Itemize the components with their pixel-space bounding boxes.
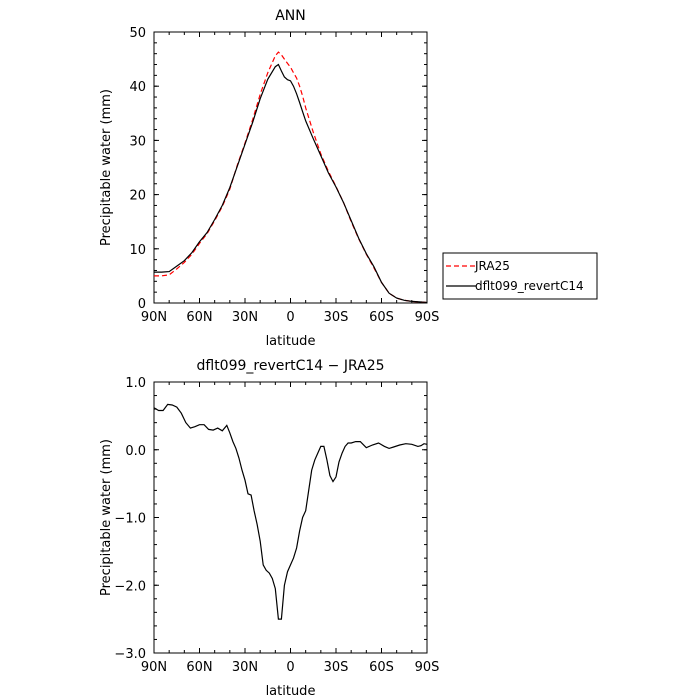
x-tick-label: 60S xyxy=(369,310,394,325)
y-axis-title: Precipitable water (mm) xyxy=(99,89,114,246)
y-tick-label: 30 xyxy=(129,134,146,149)
y-tick-label: 40 xyxy=(129,80,146,95)
y-tick-label: 0.0 xyxy=(125,444,146,459)
chart-title: ANN xyxy=(275,8,306,24)
chart-title: dflt099_revertC14 − JRA25 xyxy=(196,358,384,374)
y-tick-label: 0 xyxy=(138,297,146,312)
y-tick-label: −1.0 xyxy=(114,512,146,527)
x-tick-label: 0 xyxy=(286,660,294,675)
y-axis-title: Precipitable water (mm) xyxy=(99,439,114,596)
x-axis-title: latitude xyxy=(266,334,316,349)
y-tick-label: 10 xyxy=(129,243,146,258)
series-line-dflt099-revertc14 xyxy=(154,63,428,304)
x-tick-label: 90N xyxy=(141,660,167,675)
x-tick-label: 60S xyxy=(369,660,394,675)
x-tick-label: 30S xyxy=(324,660,349,675)
x-tick-label: 30N xyxy=(232,660,258,675)
x-tick-label: 30N xyxy=(232,310,258,325)
x-tick-label: 90S xyxy=(415,310,440,325)
x-tick-label: 0 xyxy=(286,310,294,325)
legend-label: JRA25 xyxy=(474,259,510,273)
y-tick-label: 20 xyxy=(129,189,146,204)
x-axis-title: latitude xyxy=(266,684,316,699)
legend-label: dflt099_revertC14 xyxy=(475,279,584,293)
series-line-difference xyxy=(153,403,428,620)
x-tick-label: 90N xyxy=(141,310,167,325)
y-tick-label: −3.0 xyxy=(114,647,146,662)
y-tick-label: 1.0 xyxy=(125,376,146,391)
x-tick-label: 30S xyxy=(324,310,349,325)
y-tick-label: −2.0 xyxy=(114,579,146,594)
x-tick-label: 90S xyxy=(415,660,440,675)
x-tick-label: 60N xyxy=(186,310,212,325)
x-tick-label: 60N xyxy=(186,660,212,675)
y-tick-label: 50 xyxy=(129,26,146,41)
legend-box xyxy=(442,252,598,300)
